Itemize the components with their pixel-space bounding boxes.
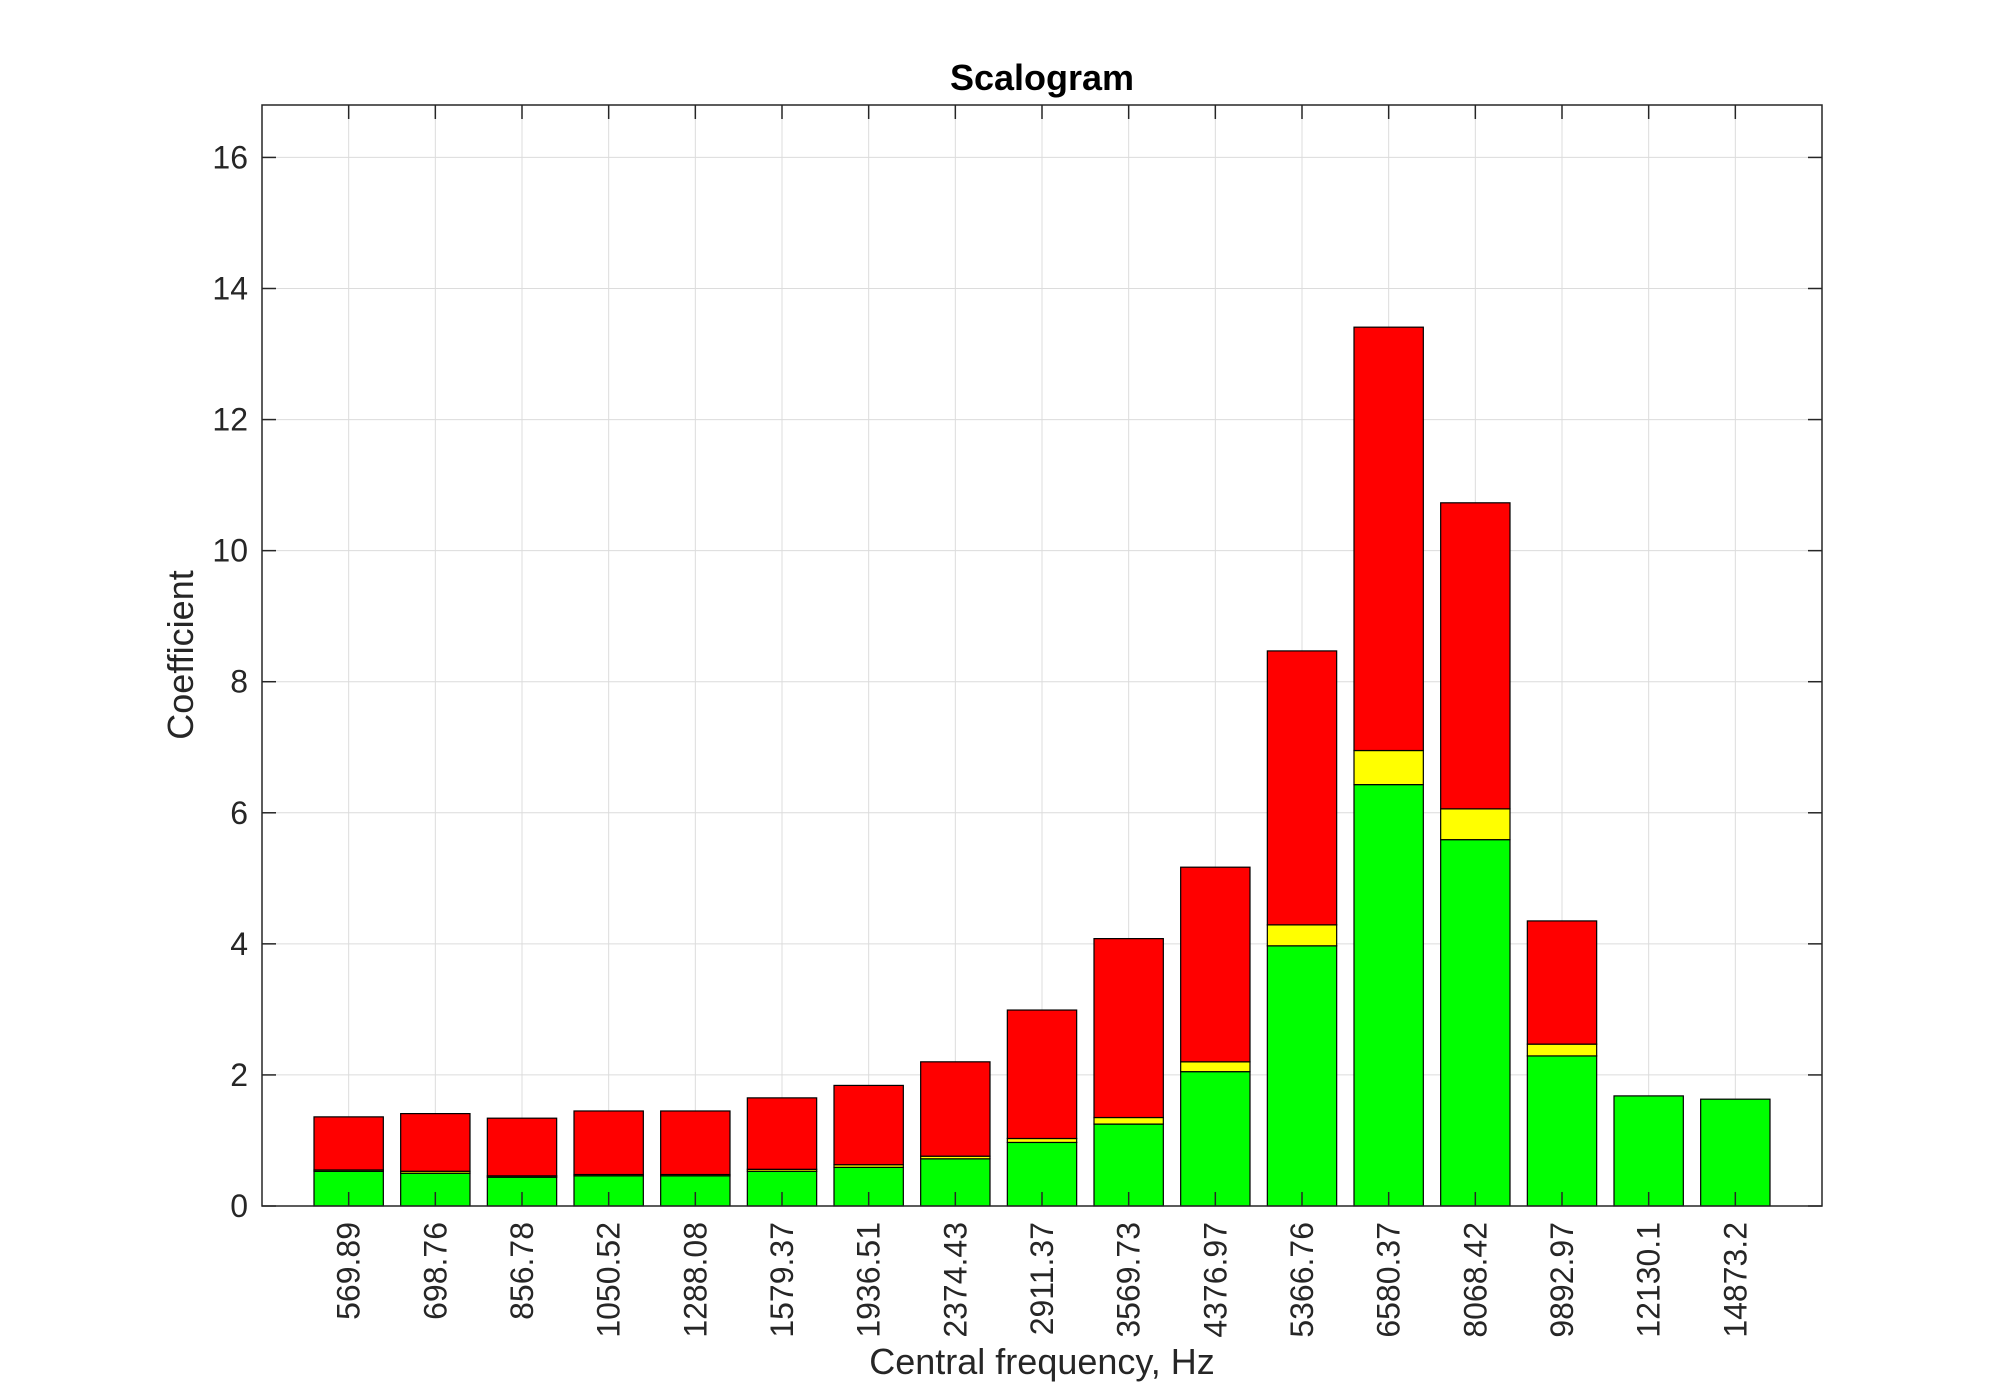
bars-layer [313, 326, 1771, 1207]
bar-segment-14873.2-s1 [1700, 1098, 1771, 1207]
bar-segment-1579.37-s3 [746, 1097, 818, 1170]
x-tick-label: 3569.73 [1111, 1222, 1147, 1338]
bar-segment-6580.37-s2 [1353, 749, 1424, 786]
y-tick-label: 0 [230, 1188, 248, 1224]
bar-segment-856.78-s3 [486, 1117, 558, 1177]
y-tick-label: 16 [212, 139, 248, 175]
x-tick-label: 698.76 [417, 1222, 453, 1320]
bar-segment-8068.42-s1 [1440, 839, 1511, 1207]
bar-segment-5366.76-s3 [1266, 650, 1338, 926]
bar-segment-1288.08-s3 [660, 1110, 731, 1176]
bar-segment-1936.51-s3 [833, 1084, 904, 1166]
bar-segment-8068.42-s3 [1440, 502, 1511, 810]
bar-segment-6580.37-s1 [1353, 784, 1424, 1207]
bar-segment-569.89-s3 [313, 1116, 384, 1171]
x-tick-label: 2374.43 [937, 1222, 973, 1338]
x-tick-label: 2911.37 [1024, 1222, 1060, 1335]
x-axis-label: Central frequency, Hz [869, 1341, 1214, 1382]
bar-segment-698.76-s3 [400, 1112, 471, 1172]
y-tick-label: 6 [230, 795, 248, 831]
bar-segment-2911.37-s3 [1006, 1009, 1078, 1140]
y-tick-label: 12 [212, 402, 248, 438]
y-tick-label: 2 [230, 1057, 248, 1093]
x-tick-label: 1288.08 [677, 1222, 713, 1338]
y-tick-label: 8 [230, 664, 248, 700]
bar-segment-8068.42-s2 [1440, 808, 1511, 841]
x-tick-label: 4376.97 [1197, 1222, 1233, 1338]
x-tick-label: 1579.37 [764, 1222, 800, 1338]
x-tick-label: 5366.76 [1284, 1222, 1320, 1338]
y-axis-label: Coefficient [160, 570, 201, 739]
bar-segment-4376.97-s3 [1180, 866, 1251, 1063]
bar-segment-9892.97-s2 [1526, 1043, 1598, 1057]
bar-segment-3569.73-s3 [1093, 938, 1164, 1119]
x-tick-label: 9892.97 [1544, 1222, 1580, 1338]
y-tick-label: 14 [212, 271, 248, 307]
x-tick-label: 1936.51 [851, 1222, 887, 1338]
bar-segment-6580.37-s3 [1353, 326, 1424, 752]
x-tick-label: 1050.52 [591, 1222, 627, 1338]
y-tick-label: 4 [230, 926, 248, 962]
bar-segment-9892.97-s3 [1526, 920, 1598, 1045]
bar-segment-2374.43-s3 [920, 1061, 991, 1157]
bar-segment-5366.76-s1 [1266, 945, 1338, 1207]
bar-segment-3569.73-s2 [1093, 1116, 1164, 1125]
y-tick-label: 10 [212, 533, 248, 569]
x-tick-label: 8068.42 [1457, 1222, 1493, 1338]
bar-segment-1050.52-s3 [573, 1110, 644, 1176]
bar-segment-4376.97-s1 [1180, 1071, 1251, 1207]
x-tick-label: 569.89 [331, 1222, 367, 1320]
bar-segment-9892.97-s1 [1526, 1055, 1598, 1207]
x-tick-label: 6580.37 [1371, 1222, 1407, 1338]
x-tick-label: 14873.2 [1717, 1222, 1753, 1338]
bar-segment-4376.97-s2 [1180, 1061, 1251, 1073]
chart-title: Scalogram [950, 57, 1134, 98]
bar-segment-5366.76-s2 [1266, 924, 1338, 947]
bar-segment-12130.1-s1 [1613, 1095, 1684, 1207]
x-tick-label: 856.78 [504, 1222, 540, 1320]
x-tick-label: 12130.1 [1631, 1222, 1667, 1338]
ticks-layer: 0 2 4 6 8 10 12 14 16 569.89 698.76 856.78 1050.52 12… [212, 105, 1822, 1338]
